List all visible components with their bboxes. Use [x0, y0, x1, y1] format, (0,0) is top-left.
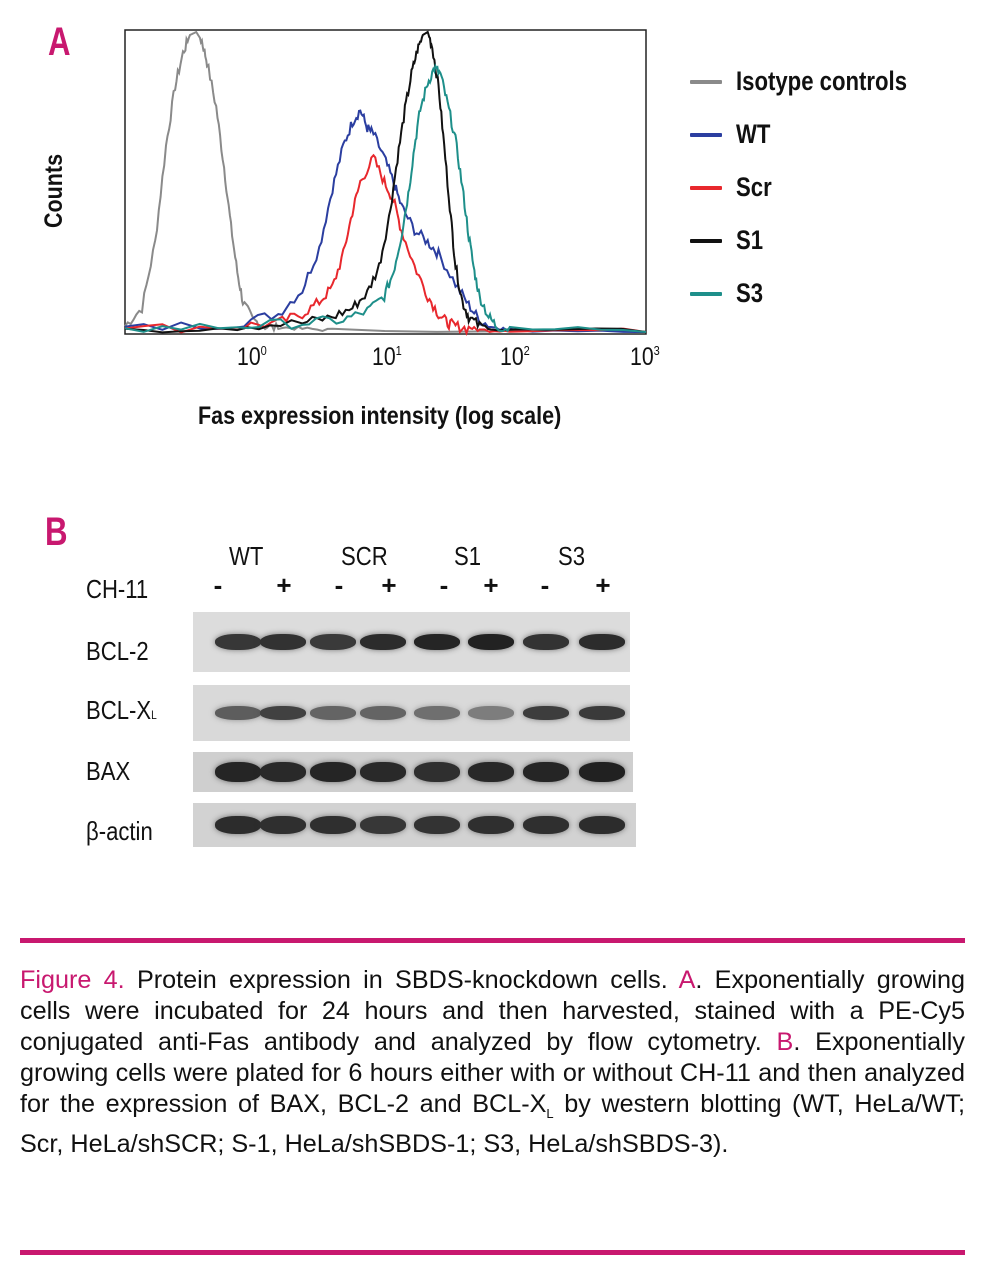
blot-band: [523, 816, 569, 834]
caption-ref-a: A: [678, 966, 696, 994]
blot-band: [215, 816, 261, 834]
figure-label: Figure 4.: [20, 966, 125, 994]
histogram-series: [124, 30, 647, 337]
blot-strip-bclxl: [193, 685, 630, 741]
row-label-bclxl: BCL-XL: [86, 695, 157, 725]
series-line-scr: [124, 153, 647, 337]
legend-item-scr: Scr: [690, 161, 945, 214]
x-axis-title: Fas expression intensity (log scale): [198, 402, 562, 430]
blot-strip-actin: [193, 803, 636, 847]
blot-band: [310, 762, 356, 782]
legend-swatch: [690, 185, 722, 190]
blot-band: [215, 706, 261, 720]
legend-label: WT: [736, 119, 771, 149]
blot-band: [215, 762, 261, 782]
caption-text-b-end: by western blotting (WT, HeLa/WT; Scr, H…: [20, 1090, 965, 1159]
blot-band: [468, 816, 514, 834]
series-line-wt: [124, 109, 647, 333]
legend-item-s1: S1: [690, 214, 945, 267]
treatment-label: CH-11: [86, 574, 149, 604]
plot-frame: [124, 29, 647, 335]
legend-swatch: [690, 132, 722, 137]
treatment-sign: -: [213, 570, 223, 600]
blot-band: [579, 634, 625, 650]
row-label-actin: β-actin: [86, 816, 153, 846]
blot-band: [468, 634, 514, 650]
blot-band: [260, 816, 306, 834]
treatment-sign: -: [540, 570, 550, 600]
blot-band: [414, 706, 460, 720]
blot-band: [310, 706, 356, 720]
blot-band: [360, 634, 406, 650]
histogram-chart: [124, 29, 647, 337]
blot-band: [414, 816, 460, 834]
x-tick-label: 101: [372, 343, 402, 371]
blot-band: [579, 762, 625, 782]
blot-band: [360, 706, 406, 720]
blot-band: [360, 816, 406, 834]
x-tick-label: 103: [630, 343, 660, 371]
legend-label: S3: [736, 278, 764, 308]
caption-top-rule: [20, 938, 965, 943]
treatment-sign: -: [334, 570, 344, 600]
legend-item-isotype: Isotype controls: [690, 55, 945, 108]
row-label-bax: BAX: [86, 756, 131, 786]
caption-bottom-rule: [20, 1250, 965, 1255]
caption-text-a: . Exponentially growing cells were incub…: [20, 966, 965, 1056]
blot-strip-bax: [193, 752, 633, 792]
group-label-s3: S3: [558, 541, 586, 571]
treatment-sign: -: [439, 570, 449, 600]
blot-band: [260, 762, 306, 782]
blot-band: [523, 634, 569, 650]
series-line-s1: [124, 30, 647, 334]
treatment-sign: +: [483, 570, 499, 600]
legend-swatch: [690, 238, 722, 243]
blot-band: [310, 634, 356, 650]
x-tick-label: 102: [500, 343, 530, 371]
treatment-sign: +: [595, 570, 611, 600]
blot-band: [468, 762, 514, 782]
blot-band: [215, 634, 261, 650]
blot-band: [310, 816, 356, 834]
blot-band: [468, 706, 514, 720]
chart-legend: Isotype controls WT Scr S1 S3: [690, 55, 945, 320]
row-label-bcl2: BCL-2: [86, 636, 149, 666]
treatment-sign: +: [276, 570, 292, 600]
legend-item-wt: WT: [690, 108, 945, 161]
series-line-s3: [124, 63, 647, 333]
blot-band: [260, 706, 306, 720]
legend-swatch: [690, 79, 722, 84]
blot-band: [579, 706, 625, 720]
series-line-isotype-controls: [124, 30, 647, 334]
group-label-s1: S1: [454, 541, 482, 571]
legend-swatch: [690, 291, 722, 296]
treatment-sign: +: [381, 570, 397, 600]
legend-label: S1: [736, 225, 764, 255]
group-label-wt: WT: [229, 541, 264, 571]
legend-label: Scr: [736, 172, 772, 202]
y-axis-title: Counts: [40, 153, 68, 228]
caption-text-b: . Exponentially growing cells were plate…: [20, 1028, 965, 1118]
blot-band: [260, 634, 306, 650]
blot-band: [523, 762, 569, 782]
group-label-scr: SCR: [341, 541, 388, 571]
legend-item-s3: S3: [690, 267, 945, 320]
caption-text-b-sub: L: [546, 1106, 554, 1122]
blot-strip-bcl2: [193, 612, 630, 672]
legend-label: Isotype controls: [736, 66, 908, 96]
x-tick-label: 100: [237, 343, 267, 371]
blot-band: [414, 762, 460, 782]
panel-a-letter: A: [48, 20, 71, 64]
blot-band: [360, 762, 406, 782]
figure-caption: Figure 4. Protein expression in SBDS-kno…: [20, 965, 965, 1160]
blot-band: [579, 816, 625, 834]
caption-ref-b: B: [776, 1028, 794, 1056]
blot-band: [414, 634, 460, 650]
panel-b-letter: B: [45, 510, 68, 554]
caption-title: Protein expression in SBDS-knockdown cel…: [124, 966, 679, 994]
blot-band: [523, 706, 569, 720]
